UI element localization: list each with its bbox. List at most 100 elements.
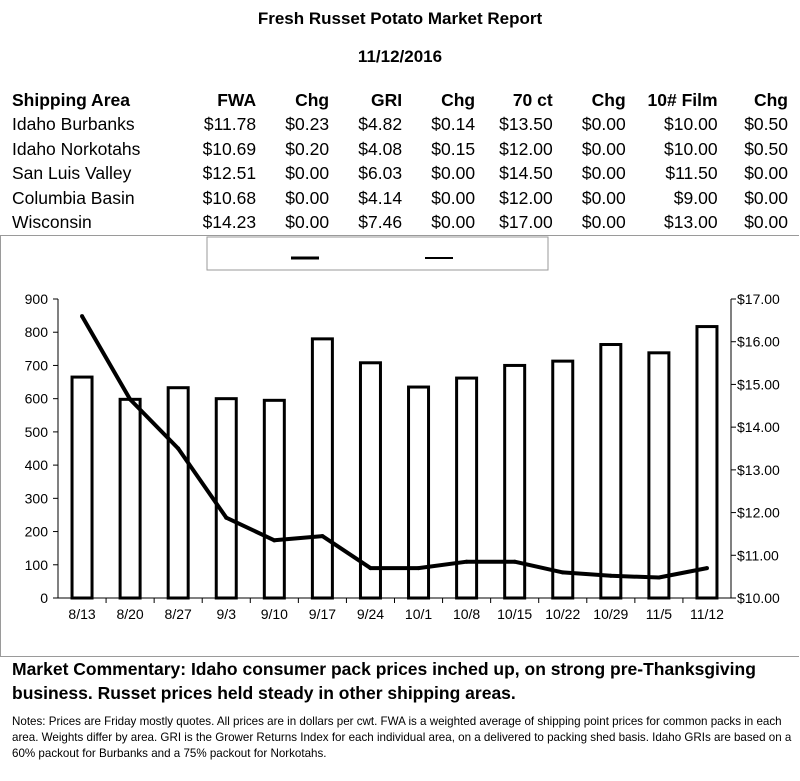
x-axis-tick-label: 8/27 (165, 606, 192, 622)
bar (455, 376, 479, 600)
x-axis-tick-label: 8/20 (116, 606, 143, 622)
header-10lb-film-chg: Chg (753, 90, 788, 110)
x-axis-tick-label: 10/8 (453, 606, 480, 622)
table-row: Columbia Basin $10.68 $0.00 $4.14 $0.00 … (10, 186, 790, 211)
cell-70ct-chg: $0.00 (581, 138, 626, 159)
left-axis-tick-label: 400 (25, 457, 49, 473)
legend-box (206, 236, 549, 271)
bar (407, 385, 431, 600)
cell-10lb-film-chg: $0.00 (744, 212, 788, 232)
left-axis-tick-label: 200 (25, 524, 49, 540)
table-row: Idaho Norkotahs $10.69 $0.20 $4.08 $0.15… (10, 137, 790, 162)
header-gri: GRI (370, 90, 403, 110)
cell-gri: $7.46 (358, 212, 403, 232)
line-point (704, 566, 709, 571)
price-table: Shipping Area FWA Chg GRI Chg 70 ct Chg … (10, 88, 790, 235)
cell-fwa: $12.51 (202, 163, 257, 183)
cell-gri-chg: $0.00 (431, 212, 476, 232)
report-notes: Notes: Prices are Friday mostly quotes. … (12, 715, 792, 760)
header-gri-chg: Chg (441, 90, 476, 110)
bar (551, 359, 575, 600)
x-axis-tick-label: 9/17 (309, 606, 336, 622)
bar (310, 337, 334, 600)
bar (166, 386, 190, 600)
left-axis-tick-label: 0 (40, 590, 48, 606)
cell-10lb-film-chg: $0.00 (744, 163, 788, 183)
chart-area: 0 100 200 300 400 500 600 700 800 900 $10.00 $11.00… (0, 235, 799, 657)
cell-10lb-film: $13.00 (664, 212, 718, 232)
cell-gri: $4.08 (358, 138, 403, 159)
header-shipping-area: Shipping Area (12, 90, 130, 110)
cell-70ct: $13.50 (499, 114, 553, 134)
bar (358, 361, 382, 600)
bar (70, 375, 94, 600)
line-point (512, 559, 517, 564)
line-point (128, 397, 133, 402)
line-point (176, 446, 181, 451)
x-axis-tick-label: 10/15 (497, 606, 532, 622)
cell-area: San Luis Valley (12, 163, 132, 183)
right-axis-tick-label: $16.00 (737, 334, 780, 350)
cell-area: Columbia Basin (12, 187, 135, 208)
header-10lb-film: 10# Film (647, 90, 718, 110)
price-line (80, 315, 708, 580)
report-date: 11/12/2016 (357, 47, 443, 66)
line-point (368, 566, 373, 571)
cell-10lb-film: $11.50 (665, 163, 718, 183)
cell-70ct: $14.50 (499, 163, 553, 183)
header-fwa: FWA (217, 90, 257, 110)
right-axis-tick-label: $11.00 (737, 547, 779, 563)
cell-10lb-film: $10.00 (664, 138, 718, 159)
cell-70ct-chg: $0.00 (581, 163, 626, 183)
x-axis-tick-label: 10/1 (405, 606, 432, 622)
cell-gri: $4.82 (358, 114, 403, 134)
bar (214, 397, 238, 600)
cell-fwa: $10.68 (202, 187, 257, 208)
bar (503, 363, 527, 600)
cell-area: Idaho Burbanks (12, 114, 135, 134)
bar (599, 343, 623, 600)
cell-fwa: $11.78 (203, 114, 257, 134)
header-fwa-chg: Chg (295, 90, 330, 110)
cell-fwa: $14.23 (202, 212, 257, 232)
cell-70ct-chg: $0.00 (581, 187, 626, 208)
cell-10lb-film-chg: $0.00 (744, 187, 788, 208)
line-point (416, 566, 421, 571)
table-row: San Luis Valley $12.51 $0.00 $6.03 $0.00… (10, 161, 790, 186)
cell-gri-chg: $0.15 (431, 138, 476, 159)
table-row: Idaho Burbanks $11.78 $0.23 $4.82 $0.14 … (10, 112, 790, 137)
line-point (80, 314, 85, 319)
cell-gri-chg: $0.00 (431, 163, 476, 183)
cell-area: Wisconsin (12, 212, 92, 232)
cell-fwa-chg: $0.00 (285, 212, 330, 232)
bar (695, 325, 719, 600)
header-70ct-chg: Chg (591, 90, 626, 110)
left-axis-tick-label: 500 (25, 424, 49, 440)
x-axis-tick-label: 9/3 (217, 606, 237, 622)
right-axis-tick-label: $15.00 (737, 376, 780, 392)
cell-10lb-film-chg: $0.50 (744, 114, 788, 134)
cell-fwa-chg: $0.00 (285, 187, 330, 208)
right-axis-tick-label: $12.00 (737, 505, 780, 521)
right-axis-tick-label: $13.00 (737, 462, 780, 478)
cell-70ct: $12.00 (499, 138, 553, 159)
x-axis-tick-label: 9/24 (357, 606, 384, 622)
left-axis-tick-label: 300 (25, 490, 49, 506)
line-point (320, 534, 325, 539)
x-axis-tick-label: 11/5 (646, 606, 672, 622)
right-axis-tick-label: $17.00 (737, 291, 780, 307)
right-axis-tick-label: $10.00 (737, 590, 780, 606)
combo-chart: 0 100 200 300 400 500 600 700 800 900 $10.00 $11.00… (25, 236, 780, 622)
table-row: Wisconsin $14.23 $0.00 $7.46 $0.00 $17.0… (10, 210, 790, 235)
bar (118, 397, 142, 600)
cell-gri: $6.03 (358, 163, 403, 183)
line-point (608, 573, 613, 578)
left-axis-tick-label: 600 (25, 391, 49, 407)
cell-70ct-chg: $0.00 (581, 212, 626, 232)
left-axis-tick-label: 700 (25, 357, 49, 373)
line-point (224, 515, 229, 520)
cell-70ct-chg: $0.00 (581, 114, 626, 134)
cell-fwa-chg: $0.23 (285, 114, 330, 134)
cell-fwa-chg: $0.20 (285, 138, 330, 159)
x-axis-tick-label: 8/13 (68, 606, 95, 622)
